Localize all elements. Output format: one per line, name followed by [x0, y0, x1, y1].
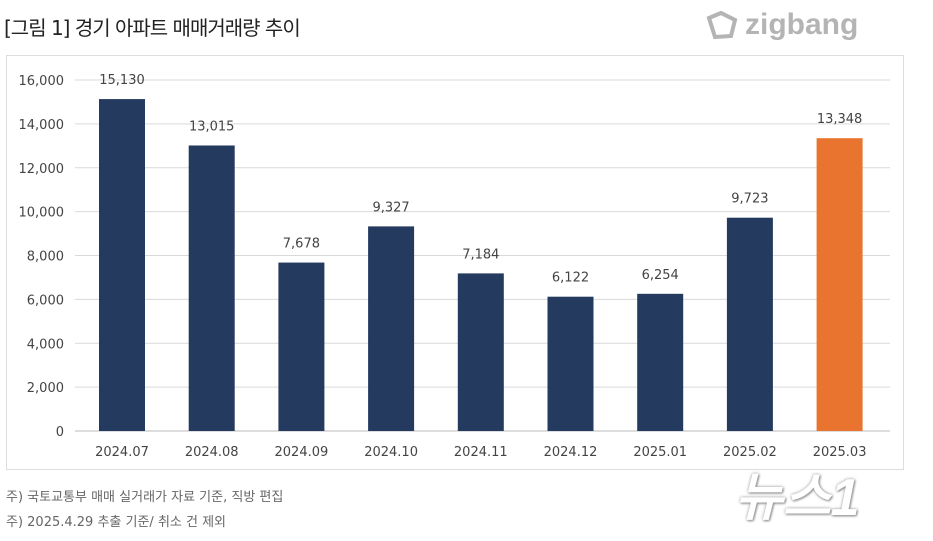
bar: [816, 138, 863, 431]
source-note: 주) 국토교통부 매매 실거래가 자료 기준, 직방 편집: [6, 490, 284, 505]
bar: [637, 293, 684, 431]
data-label: 9,723: [731, 192, 768, 207]
x-tick-label: 2025.03: [813, 445, 867, 460]
news1-watermark: 뉴스1: [735, 469, 860, 527]
bar: [547, 296, 594, 431]
bar: [457, 273, 504, 431]
zigbang-logo-icon: [706, 10, 738, 40]
bar: [278, 262, 325, 431]
x-tick-label: 2024.11: [454, 445, 508, 460]
y-tick-label: 0: [56, 425, 64, 440]
data-label: 9,327: [372, 200, 409, 215]
chart-frame: [6, 55, 904, 470]
y-tick-label: 4,000: [27, 337, 64, 352]
logo-text: zigbang: [745, 8, 859, 41]
bar-chart: 0 2,000 4,000 6,000 8,000 10,000 12,000 14,000 1…: [19, 73, 890, 460]
y-tick-label: 14,000: [19, 118, 65, 133]
extraction-note: 주) 2025.4.29 추출 기준/ 취소 건 제외: [6, 515, 227, 530]
y-tick-label: 2,000: [27, 381, 64, 396]
data-label: 15,130: [99, 73, 145, 88]
y-tick-label: 8,000: [27, 250, 64, 265]
y-tick-label: 16,000: [19, 74, 65, 89]
data-label: 13,348: [817, 112, 863, 127]
data-label: 6,122: [552, 271, 589, 286]
bar: [188, 145, 235, 431]
data-label: 7,184: [462, 247, 499, 262]
y-tick-label: 10,000: [19, 206, 65, 221]
y-tick-label: 12,000: [19, 162, 65, 177]
x-tick-label: 2024.07: [95, 445, 149, 460]
bar: [99, 99, 145, 431]
y-tick-label: 6,000: [27, 293, 64, 308]
x-tick-label: 2025.02: [723, 445, 777, 460]
x-tick-label: 2024.10: [364, 445, 418, 460]
bar: [726, 217, 773, 431]
bar: [368, 226, 415, 431]
x-tick-label: 2024.09: [275, 445, 329, 460]
x-tick-label: 2025.01: [633, 445, 687, 460]
zigbang-logo: zigbang: [705, 8, 858, 42]
data-label: 7,678: [283, 237, 320, 252]
x-tick-label: 2024.08: [185, 445, 239, 460]
chart-title: [그림 1] 경기 아파트 매매거래량 추이: [4, 16, 301, 40]
x-tick-label: 2024.12: [544, 445, 598, 460]
data-label: 13,015: [189, 119, 235, 134]
data-label: 6,254: [642, 268, 679, 283]
